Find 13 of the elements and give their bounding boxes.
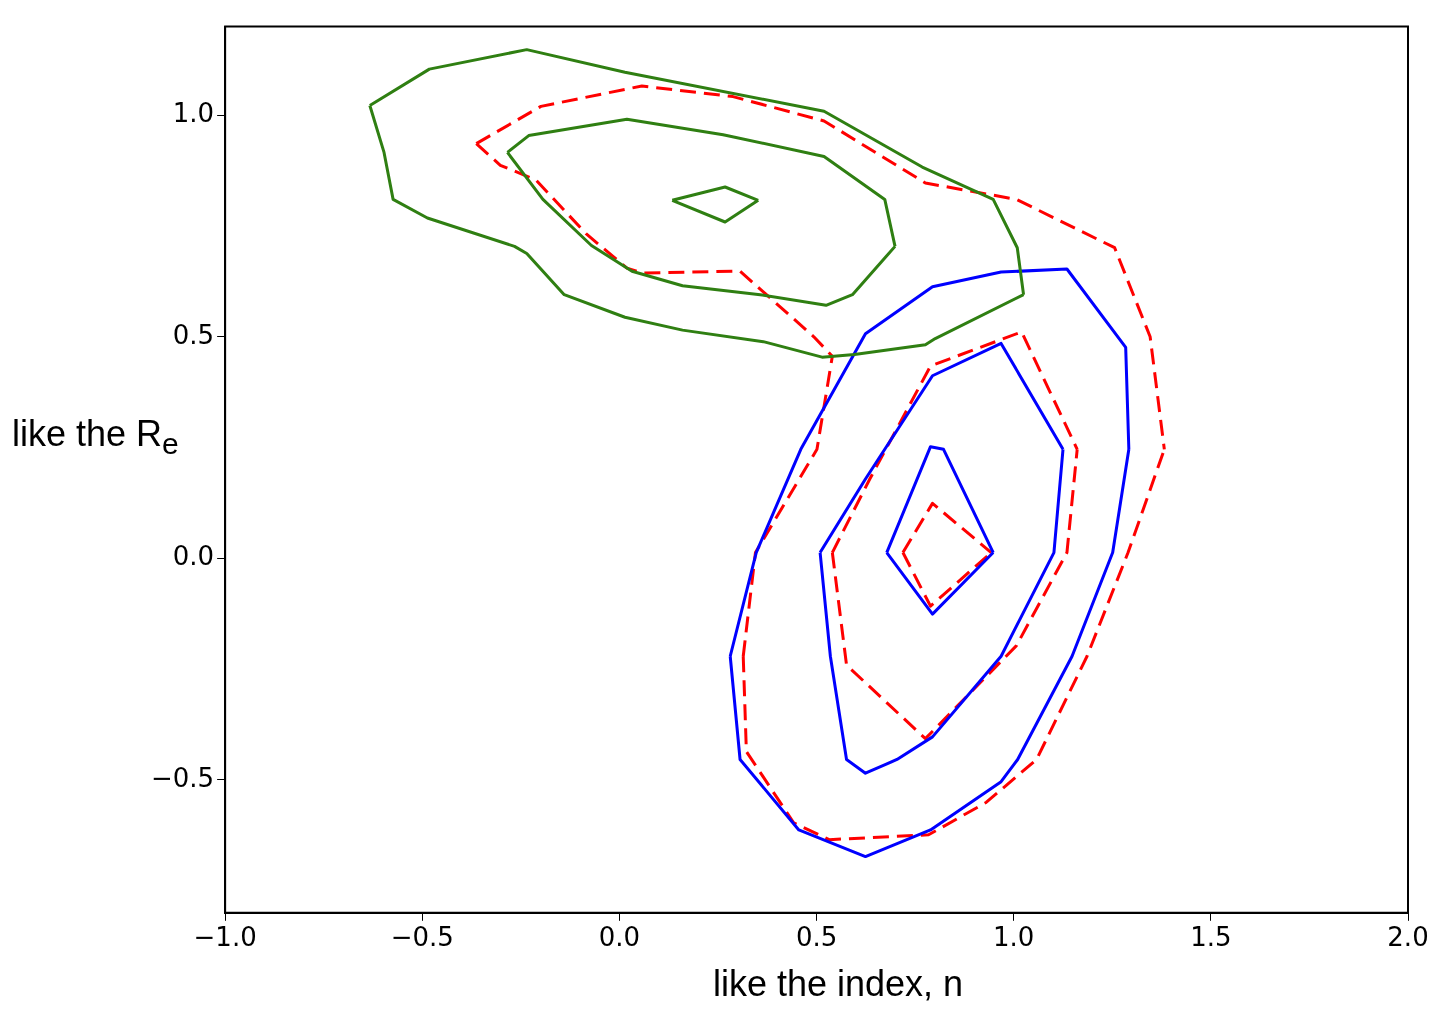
- x-tick-label: −1.0: [193, 922, 257, 953]
- y-tick-label: −0.5: [150, 762, 215, 793]
- x-axis-title: like the index, n: [711, 963, 965, 1005]
- y-tick-label: 1.0: [172, 97, 215, 128]
- x-tick-label: 1.5: [1190, 922, 1232, 953]
- y-tick-label: 0.5: [172, 319, 215, 350]
- x-tick-label: 0.5: [795, 922, 838, 953]
- x-tick-label: 1.0: [993, 922, 1035, 953]
- x-tick-label: 2.0: [1387, 922, 1429, 953]
- y-axis-title: like the R$_{e}$: [12, 413, 179, 462]
- x-tick-label: 0.0: [598, 922, 641, 953]
- y-tick-label: 0.0: [172, 541, 215, 572]
- x-tick-label: −0.5: [390, 922, 454, 953]
